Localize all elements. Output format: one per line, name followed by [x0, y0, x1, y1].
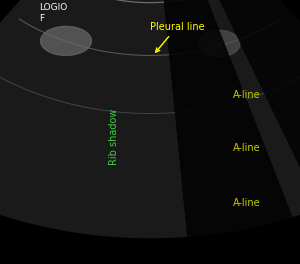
Text: A-line: A-line [233, 198, 261, 208]
Text: A-line: A-line [233, 90, 261, 100]
Polygon shape [150, 0, 300, 207]
Polygon shape [150, 0, 292, 236]
Text: LOGIO
F: LOGIO F [39, 3, 67, 22]
Polygon shape [0, 0, 300, 238]
Ellipse shape [198, 30, 240, 57]
Polygon shape [150, 0, 292, 236]
Text: Pleural line: Pleural line [150, 22, 204, 52]
Polygon shape [150, 0, 300, 207]
Ellipse shape [40, 26, 92, 55]
Text: A-line: A-line [233, 143, 261, 153]
Text: Rib shadow: Rib shadow [109, 109, 119, 166]
